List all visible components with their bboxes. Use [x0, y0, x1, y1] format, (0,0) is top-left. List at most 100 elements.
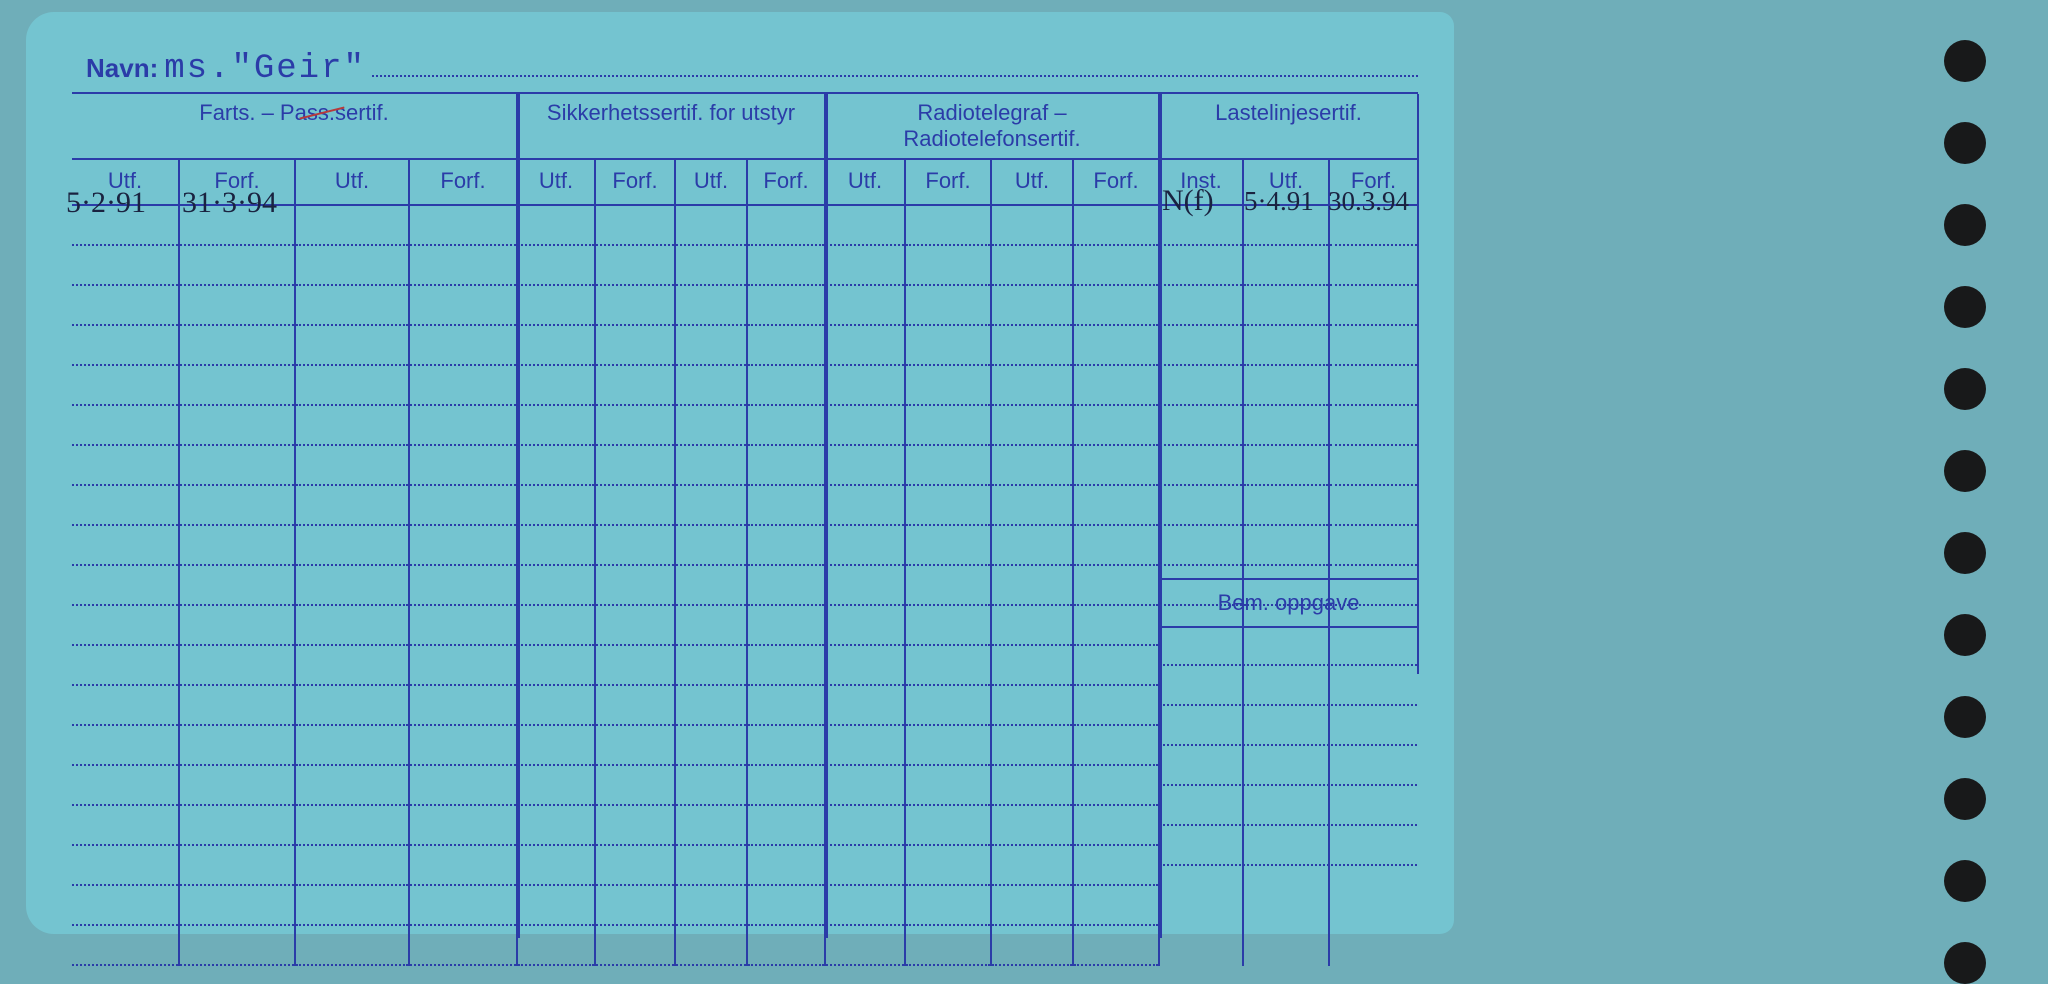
table-row — [180, 446, 294, 486]
table-row — [1074, 486, 1158, 526]
table-row — [596, 806, 674, 846]
index-card: Navn: ms."Geir" Farts. – Pass.sertif. Si… — [26, 12, 1454, 934]
table-row — [410, 326, 516, 366]
table-row — [180, 886, 294, 926]
table-row — [676, 566, 746, 606]
table-row — [72, 406, 178, 446]
table-row — [596, 886, 674, 926]
table-row — [410, 766, 516, 806]
table-row — [1074, 846, 1158, 886]
table-row — [518, 406, 594, 446]
table-row — [296, 446, 408, 486]
table-row — [676, 726, 746, 766]
table-row — [748, 686, 824, 726]
table-row — [1244, 286, 1328, 326]
group-divider-right — [1417, 94, 1419, 674]
table-row — [596, 206, 674, 246]
table-row — [1160, 406, 1242, 446]
table-row — [1160, 446, 1242, 486]
table-row — [180, 526, 294, 566]
navn-value: ms."Geir" — [164, 50, 366, 88]
table-row — [296, 286, 408, 326]
table-row — [410, 486, 516, 526]
table-row — [906, 206, 990, 246]
table-row — [1160, 786, 1417, 826]
table-row — [748, 646, 824, 686]
table-row — [676, 806, 746, 846]
table-row — [1074, 686, 1158, 726]
table-row — [72, 246, 178, 286]
sub-s2-forf2: Forf. — [748, 160, 826, 204]
table-row — [992, 246, 1072, 286]
table-column — [748, 206, 826, 966]
table-row — [1074, 446, 1158, 486]
table-row — [1074, 646, 1158, 686]
table-row — [1330, 366, 1417, 406]
table-row — [1244, 406, 1328, 446]
table-row — [410, 406, 516, 446]
table-column — [410, 206, 518, 966]
table-row — [826, 486, 904, 526]
table-row — [596, 566, 674, 606]
table-row — [518, 646, 594, 686]
table-row — [826, 646, 904, 686]
table-row — [596, 406, 674, 446]
table-row — [596, 926, 674, 966]
bem-oppgave-box: Bem. oppgave — [1160, 578, 1417, 628]
table-row — [906, 646, 990, 686]
table-row — [906, 806, 990, 846]
table-row — [992, 726, 1072, 766]
table-row — [518, 326, 594, 366]
table-row — [906, 766, 990, 806]
table-row — [296, 526, 408, 566]
table-row — [1330, 326, 1417, 366]
section-radio: Radiotelegraf – Radiotelefonsertif. — [826, 94, 1160, 158]
punch-hole — [1944, 860, 1986, 902]
table-row — [1160, 706, 1417, 746]
punch-hole — [1944, 696, 1986, 738]
table-row — [826, 566, 904, 606]
sub-s3-forf2: Forf. — [1074, 160, 1160, 204]
table-column — [180, 206, 296, 966]
table-column — [518, 206, 596, 966]
table-row — [180, 806, 294, 846]
table-row — [596, 606, 674, 646]
navn-dotted-line — [372, 75, 1418, 77]
table-row — [1244, 246, 1328, 286]
table-row — [1244, 486, 1328, 526]
table-row — [410, 286, 516, 326]
table-row — [410, 806, 516, 846]
table-row — [410, 686, 516, 726]
table-row — [518, 566, 594, 606]
table-row — [1074, 606, 1158, 646]
table-column — [676, 206, 748, 966]
table-row — [1244, 446, 1328, 486]
table-column — [906, 206, 992, 966]
sub-s2-utf2: Utf. — [676, 160, 748, 204]
table-row — [180, 286, 294, 326]
table-row — [180, 646, 294, 686]
table-row — [826, 926, 904, 966]
sub-s1-forf2: Forf. — [410, 160, 518, 204]
table-row — [296, 806, 408, 846]
table-row — [1160, 286, 1242, 326]
table-row — [826, 446, 904, 486]
table-row — [410, 726, 516, 766]
table-row — [1074, 766, 1158, 806]
table-row — [906, 486, 990, 526]
table-row — [826, 606, 904, 646]
table-row — [1160, 326, 1242, 366]
sub-s3-utf1: Utf. — [826, 160, 906, 204]
table-row — [518, 766, 594, 806]
hand-s4-forf: 30.3.94 — [1328, 186, 1409, 217]
table-row — [1330, 526, 1417, 566]
punch-hole — [1944, 40, 1986, 82]
table-row — [906, 406, 990, 446]
table-row — [180, 366, 294, 406]
table-row — [992, 286, 1072, 326]
section-sikkerhet: Sikkerhetssertif. for utstyr — [518, 94, 826, 158]
table-row — [72, 766, 178, 806]
table-row — [748, 926, 824, 966]
table-row — [72, 446, 178, 486]
table-row — [748, 606, 824, 646]
